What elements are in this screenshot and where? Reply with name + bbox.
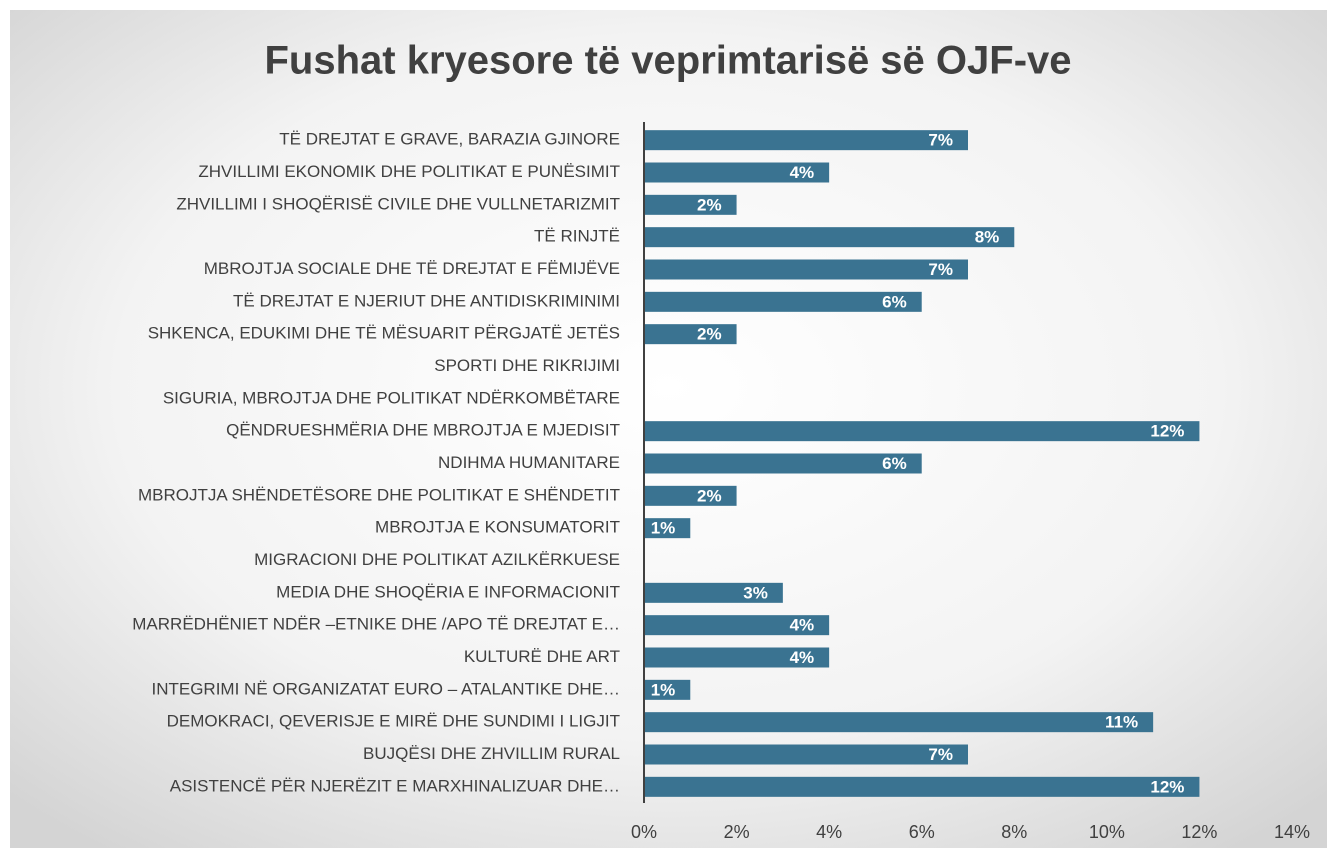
value-label: 7% bbox=[928, 745, 953, 764]
y-tick-label: MARRËDHËNIET NDËR –ETNIKE DHE /APO TË DR… bbox=[132, 615, 620, 634]
bar bbox=[644, 130, 968, 151]
y-tick-label: ASISTENCË PËR NJERËZIT E MARXHINALIZUAR … bbox=[170, 776, 620, 795]
y-tick-label: QËNDRUESHMËRIA DHE MBROJTJA E MJEDISIT bbox=[226, 421, 620, 440]
value-label: 2% bbox=[697, 486, 722, 505]
x-tick-label: 12% bbox=[1181, 822, 1217, 842]
bar bbox=[644, 421, 1200, 442]
bar bbox=[644, 615, 830, 636]
value-label: 1% bbox=[651, 519, 676, 538]
bar bbox=[644, 485, 737, 506]
bar bbox=[644, 679, 691, 700]
y-tick-label: DEMOKRACI, QEVERISJE E MIRË DHE SUNDIMI … bbox=[167, 712, 620, 731]
value-label: 12% bbox=[1150, 422, 1184, 441]
bar bbox=[644, 162, 830, 183]
value-label: 2% bbox=[697, 195, 722, 214]
x-tick-label: 2% bbox=[724, 822, 750, 842]
value-label: 2% bbox=[697, 325, 722, 344]
x-tick-label: 6% bbox=[909, 822, 935, 842]
value-label: 4% bbox=[790, 616, 815, 635]
value-label: 7% bbox=[928, 260, 953, 279]
chart-title: Fushat kryesore të veprimtarisë së OJF-v… bbox=[264, 39, 1071, 83]
value-label: 1% bbox=[651, 680, 676, 699]
bar bbox=[644, 324, 737, 345]
bar bbox=[644, 194, 737, 215]
value-label: 8% bbox=[975, 228, 1000, 247]
y-tick-label: MBROJTJA E KONSUMATORIT bbox=[375, 518, 620, 537]
x-tick-label: 4% bbox=[816, 822, 842, 842]
x-tick-label: 8% bbox=[1001, 822, 1027, 842]
bar bbox=[644, 647, 830, 668]
y-tick-label: BUJQËSI DHE ZHVILLIM RURAL bbox=[363, 744, 620, 763]
value-label: 12% bbox=[1150, 777, 1184, 796]
value-label: 4% bbox=[790, 163, 815, 182]
x-tick-label: 10% bbox=[1089, 822, 1125, 842]
bar bbox=[644, 518, 691, 539]
value-label: 7% bbox=[928, 131, 953, 150]
y-tick-label: ZHVILLIMI EKONOMIK DHE POLITIKAT E PUNËS… bbox=[198, 162, 620, 181]
bar bbox=[644, 582, 783, 603]
y-tick-label: MIGRACIONI DHE POLITIKAT AZILKËRKUESE bbox=[254, 550, 620, 569]
value-label: 6% bbox=[882, 454, 907, 473]
value-label: 6% bbox=[882, 292, 907, 311]
y-tick-label: NDIHMA HUMANITARE bbox=[438, 453, 620, 472]
y-tick-label: MBROJTJA SOCIALE DHE TË DREJTAT E FËMIJË… bbox=[204, 259, 620, 278]
y-tick-label: SHKENCA, EDUKIMI DHE TË MËSUARIT PËRGJAT… bbox=[148, 324, 620, 343]
y-tick-label: MBROJTJA SHËNDETËSORE DHE POLITIKAT E SH… bbox=[138, 485, 620, 504]
y-tick-label: INTEGRIMI NË ORGANIZATAT EURO – ATALANTI… bbox=[151, 679, 620, 698]
bar bbox=[644, 291, 922, 312]
bar bbox=[644, 227, 1015, 248]
y-tick-label: TË DREJTAT E GRAVE, BARAZIA GJINORE bbox=[279, 130, 620, 149]
bar bbox=[644, 712, 1154, 733]
bar bbox=[644, 453, 922, 474]
y-tick-label: MEDIA DHE SHOQËRIA E INFORMACIONIT bbox=[276, 582, 620, 601]
bar bbox=[644, 259, 968, 280]
value-label: 11% bbox=[1105, 713, 1138, 732]
y-tick-label: SIGURIA, MBROJTJA DHE POLITIKAT NDËRKOMB… bbox=[163, 388, 620, 407]
y-tick-label: ZHVILLIMI I SHOQËRISË CIVILE DHE VULLNET… bbox=[176, 194, 620, 213]
x-tick-label: 0% bbox=[631, 822, 657, 842]
y-tick-label: TË RINJTË bbox=[534, 227, 620, 246]
value-label: 3% bbox=[743, 583, 768, 602]
x-tick-label: 14% bbox=[1274, 822, 1310, 842]
y-tick-label: KULTURË DHE ART bbox=[464, 647, 620, 666]
value-label: 4% bbox=[790, 648, 815, 667]
bar bbox=[644, 776, 1200, 797]
y-tick-label: SPORTI DHE RIKRIJIMI bbox=[434, 356, 620, 375]
bar bbox=[644, 744, 968, 765]
y-tick-label: TË DREJTAT E NJERIUT DHE ANTIDISKRIMINIM… bbox=[233, 291, 620, 310]
